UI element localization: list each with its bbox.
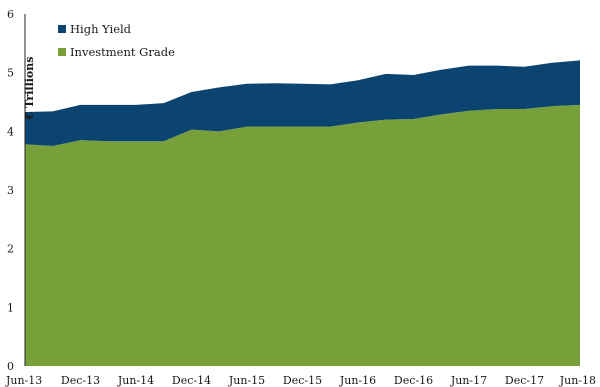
area-series-group [25,60,580,367]
legend-swatch-high-yield [58,25,66,33]
x-tick-label: Dec-14 [172,374,211,387]
x-tick-label: Jun-17 [450,374,487,387]
y-axis-ticks: 0 1 2 3 4 5 6 [7,8,14,373]
y-axis-title: € Trillions [23,57,36,121]
y-tick-label: 0 [7,360,14,373]
y-tick-label: 6 [7,8,14,21]
legend-swatch-investment-grade [58,48,66,56]
y-tick-label: 3 [7,184,14,197]
area-high-yield [25,60,580,146]
x-tick-label: Jun-18 [559,374,596,387]
x-tick-label: Dec-15 [283,374,322,387]
legend: High Yield Investment Grade [58,22,175,59]
legend-item-high-yield: High Yield [58,22,132,36]
y-tick-label: 4 [7,125,14,138]
x-tick-label: Dec-17 [505,374,544,387]
x-axis-ticks: Jun-13 Dec-13 Jun-14 Dec-14 Jun-15 Dec-15 Jun-… [5,374,596,387]
area-investment-grade [25,104,580,367]
x-tick-label: Jun-14 [117,374,154,387]
x-tick-label: Dec-16 [394,374,433,387]
y-tick-label: 2 [7,243,14,256]
y-tick-label: 5 [7,67,14,80]
x-tick-label: Jun-13 [5,374,42,387]
legend-item-investment-grade: Investment Grade [58,45,175,59]
x-tick-label: Jun-16 [339,374,376,387]
legend-label-investment-grade: Investment Grade [70,45,175,59]
x-tick-label: Dec-13 [61,374,100,387]
y-tick-label: 1 [7,301,14,314]
legend-label-high-yield: High Yield [70,22,132,36]
x-tick-label: Jun-15 [228,374,265,387]
